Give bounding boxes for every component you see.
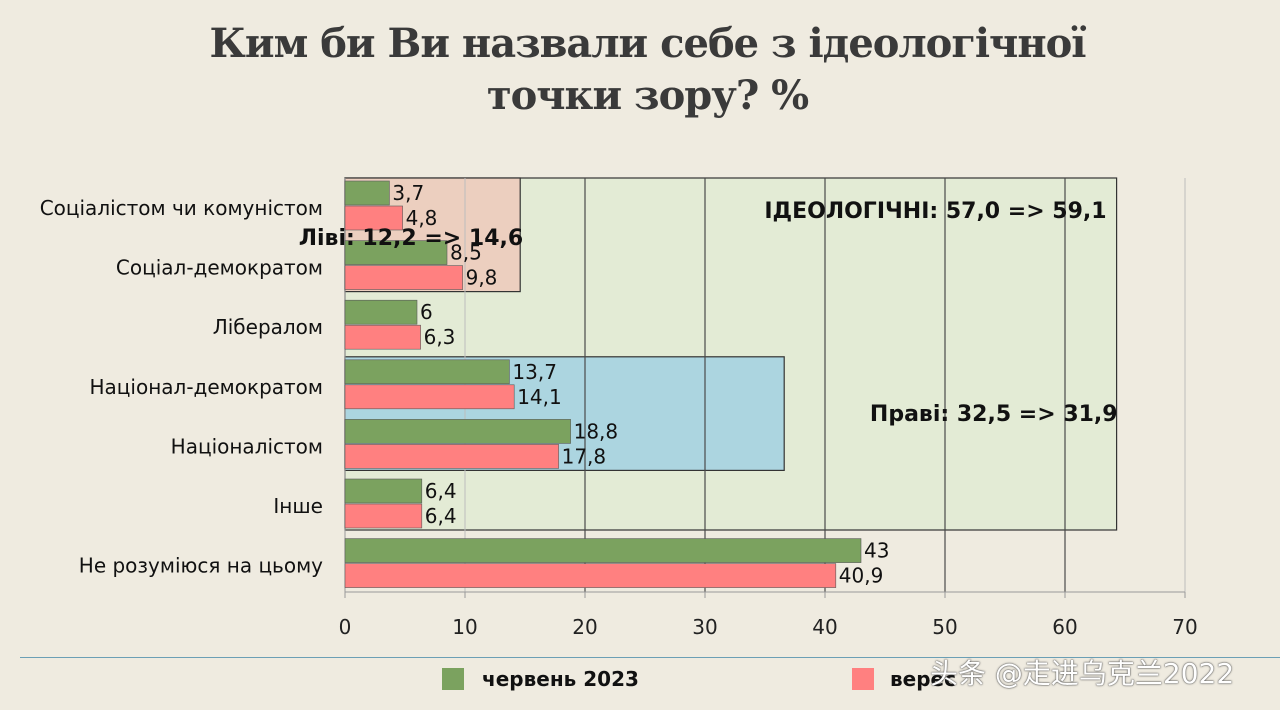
x-tick-label-20: 20: [572, 615, 597, 639]
legend-label-june: червень 2023: [482, 667, 639, 691]
legend-swatch-june: [442, 668, 464, 690]
data-label-june-2: 6: [420, 300, 433, 324]
legend-swatch-september: [852, 668, 874, 690]
annotation-label-2: Праві: 32,5 => 31,9: [870, 402, 1118, 427]
x-tick-label-0: 0: [339, 615, 352, 639]
bar-september-0: [344, 205, 403, 231]
bar-september-1: [344, 265, 463, 290]
data-label-june-5: 6,4: [425, 479, 457, 503]
bar-september-6: [344, 563, 837, 588]
category-label-3: Націонал-демократом: [90, 375, 324, 399]
data-label-september-3: 14,1: [517, 385, 562, 409]
x-tick-label-70: 70: [1172, 615, 1197, 639]
bar-september-5: [344, 503, 423, 529]
data-label-september-2: 6,3: [424, 325, 456, 349]
data-label-september-5: 6,4: [425, 504, 457, 528]
category-label-6: Не розуміюся на цьому: [79, 554, 323, 578]
category-label-1: Соціал-демократом: [116, 256, 323, 280]
bar-september-3: [344, 384, 515, 410]
x-tick-label-50: 50: [932, 615, 957, 639]
bar-june-6: [344, 538, 862, 563]
x-tick-label-40: 40: [812, 615, 837, 639]
data-label-june-0: 3,7: [392, 181, 424, 205]
legend: червень 2023 верес: [0, 655, 1280, 710]
bar-june-2: [344, 299, 418, 325]
bar-june-5: [344, 478, 423, 504]
data-label-september-6: 40,9: [839, 564, 884, 588]
chart-title: Ким би Ви назвали себе з ідеологічної то…: [0, 18, 1280, 122]
bar-june-0: [344, 180, 390, 206]
bar-june-4: [344, 419, 571, 444]
category-label-2: Лібералом: [213, 315, 323, 339]
legend-divider: [20, 657, 1280, 658]
chart-title-line2: точки зору? %: [486, 72, 809, 119]
bar-chart: 0 10 20 30 40 50 60 70 3,74,8 Соціалістом чи кому…: [40, 177, 1198, 639]
data-label-september-4: 17,8: [562, 444, 607, 468]
data-label-june-6: 43: [864, 539, 889, 563]
bar-september-4: [344, 444, 559, 469]
annotation-label-1: Ліві: 12,2 => 14,6: [299, 226, 523, 251]
category-label-0: Соціалістом чи комуністом: [40, 196, 323, 220]
data-label-june-4: 18,8: [574, 419, 619, 443]
x-tick-label-30: 30: [692, 615, 717, 639]
data-label-september-1: 9,8: [466, 266, 498, 290]
x-tick-label-10: 10: [452, 615, 477, 639]
annotation-label-0: ІДЕОЛОГІЧНІ: 57,0 => 59,1: [764, 199, 1106, 224]
data-label-september-0: 4,8: [406, 206, 438, 230]
category-label-5: Інше: [273, 494, 323, 518]
bar-september-2: [344, 324, 421, 350]
x-tick-label-60: 60: [1052, 615, 1077, 639]
bar-june-3: [344, 359, 510, 385]
data-label-june-1: 8,5: [450, 241, 482, 265]
bar-june-1: [344, 240, 448, 265]
watermark: 头条 @走进乌克兰2022: [930, 657, 1235, 690]
chart-title-line1: Ким би Ви назвали себе з ідеологічної: [209, 20, 1087, 67]
legend-label-september: верес: [890, 667, 956, 691]
data-label-june-3: 13,7: [512, 360, 557, 384]
category-label-4: Націоналістом: [171, 434, 323, 458]
